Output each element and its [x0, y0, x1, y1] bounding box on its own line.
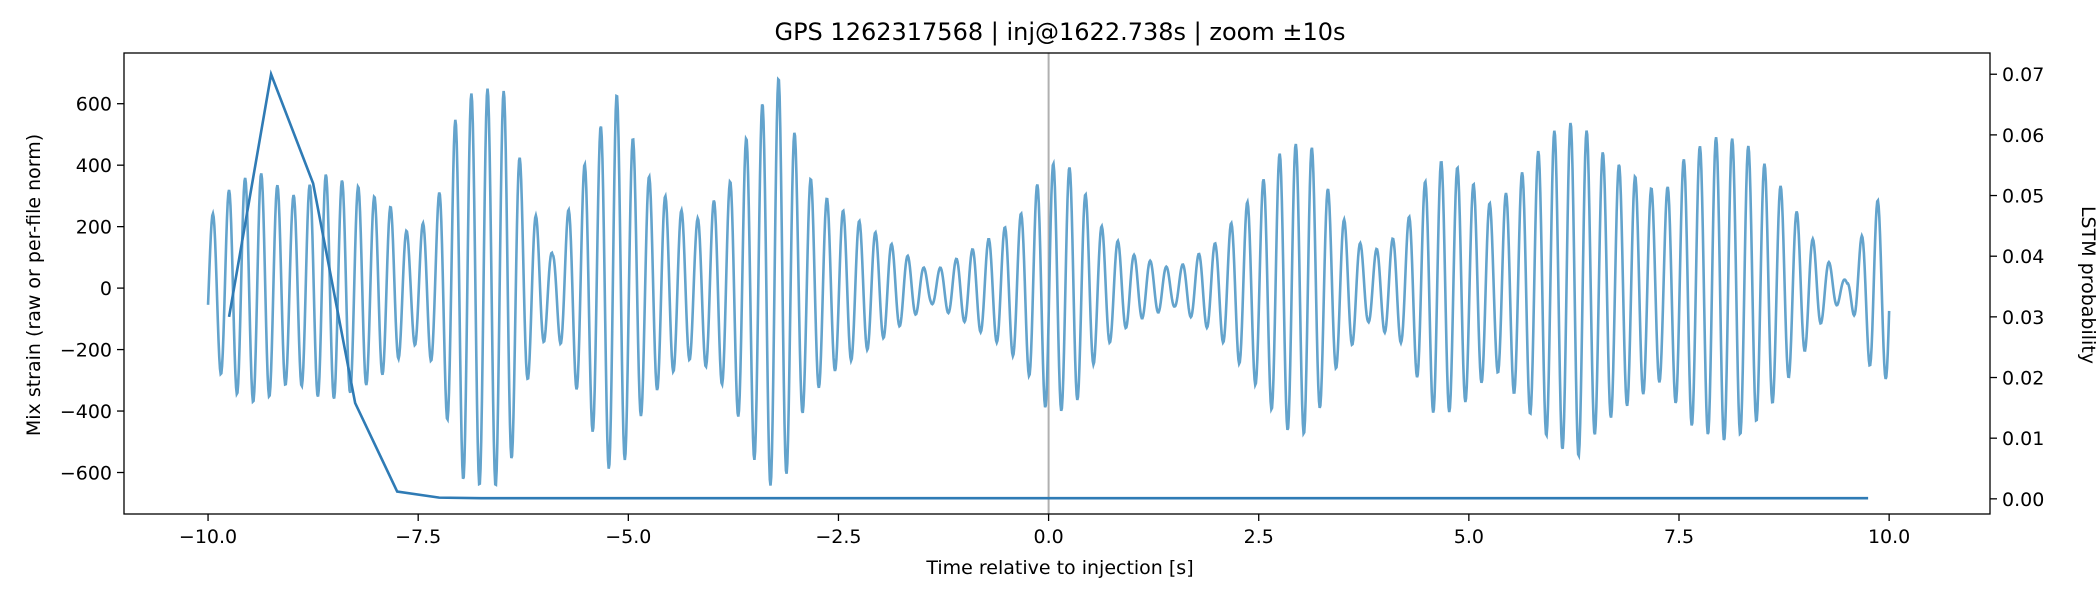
x-tick-label: −10.0 [179, 526, 237, 548]
x-tick-label: 7.5 [1664, 526, 1694, 548]
x-tick-label: −7.5 [395, 526, 441, 548]
x-tick-label: −5.0 [605, 526, 651, 548]
y2-tick-label: 0.06 [2002, 125, 2044, 147]
y2-tick-label: 0.01 [2002, 428, 2044, 450]
y2-tick-label: 0.05 [2002, 186, 2044, 208]
y2-tick-label: 0.04 [2002, 246, 2044, 268]
y2-tick-label: 0.03 [2002, 307, 2044, 329]
plot-frame [123, 52, 1991, 515]
y-tick-label: 0 [100, 278, 112, 300]
y-tick-label: −400 [60, 401, 112, 423]
y2-tick-label: 0.07 [2002, 64, 2044, 86]
y2-tick-label: 0.00 [2002, 489, 2044, 511]
y-ticks: −600 −400 −200 0 200 400 600 [60, 94, 124, 485]
x-tick-label: 2.5 [1244, 526, 1274, 548]
y2-tick-label: 0.02 [2002, 368, 2044, 390]
y-tick-label: 400 [76, 155, 112, 177]
chart-title: GPS 1262317568 | inj@1622.738s | zoom ±1… [774, 18, 1345, 46]
y-tick-label: −600 [60, 463, 112, 485]
x-tick-label: 10.0 [1868, 526, 1910, 548]
y2-ticks: 0.00 0.01 0.02 0.03 0.04 0.05 0.06 0.07 [1990, 64, 2044, 511]
y-axis-label: Mix strain (raw or per-file norm) [23, 134, 45, 436]
strain-line [206, 76, 1891, 487]
strain-series [206, 53, 1891, 514]
y-tick-label: −200 [60, 340, 112, 362]
x-tick-label: 0.0 [1033, 526, 1063, 548]
x-axis-label: Time relative to injection [s] [925, 557, 1193, 579]
x-tick-label: −2.5 [815, 526, 861, 548]
y-tick-label: 600 [76, 94, 112, 116]
y2-axis-label: LSTM probability [2077, 206, 2099, 364]
x-ticks: −10.0 −7.5 −5.0 −2.5 0.0 2.5 5.0 7.5 10.0 [179, 514, 1910, 548]
x-tick-label: 5.0 [1454, 526, 1484, 548]
probability-line [227, 69, 1869, 500]
y-tick-label: 200 [76, 217, 112, 239]
probability-series [227, 69, 1869, 500]
